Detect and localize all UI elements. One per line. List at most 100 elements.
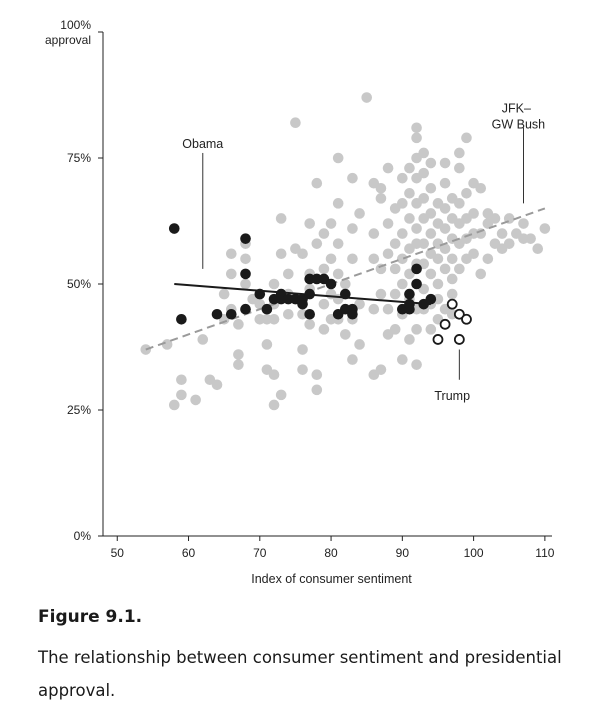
point-jfk-gw-bush: [140, 344, 152, 355]
point-jfk-gw-bush: [283, 308, 294, 320]
point-jfk-gw-bush: [439, 203, 451, 214]
point-trump: [432, 334, 444, 345]
point-jfk-gw-bush: [318, 228, 330, 239]
point-jfk-gw-bush: [290, 117, 301, 129]
x-tick-label: 50: [111, 546, 125, 560]
series-obama: [168, 223, 437, 325]
point-jfk-gw-bush: [382, 218, 394, 229]
x-tick-label: 100: [464, 546, 484, 560]
series-trump: [432, 298, 472, 345]
point-jfk-gw-bush: [368, 228, 380, 239]
point-jfk-gw-bush: [397, 172, 408, 184]
point-jfk-gw-bush: [489, 213, 501, 224]
annotation-label: Trump: [434, 389, 470, 403]
point-obama: [211, 308, 223, 320]
point-obama: [425, 293, 437, 305]
point-jfk-gw-bush: [461, 132, 472, 144]
point-jfk-gw-bush: [389, 288, 401, 300]
point-jfk-gw-bush: [354, 339, 365, 350]
point-jfk-gw-bush: [297, 344, 308, 355]
point-jfk-gw-bush: [454, 198, 465, 209]
point-jfk-gw-bush: [268, 278, 280, 290]
point-jfk-gw-bush: [325, 218, 337, 229]
point-obama: [240, 303, 251, 315]
point-trump: [461, 313, 472, 325]
point-jfk-gw-bush: [439, 157, 451, 169]
point-jfk-gw-bush: [354, 208, 365, 219]
point-jfk-gw-bush: [525, 233, 536, 244]
point-jfk-gw-bush: [382, 162, 394, 174]
point-jfk-gw-bush: [275, 213, 287, 224]
point-jfk-gw-bush: [454, 147, 465, 159]
point-jfk-gw-bush: [168, 399, 180, 411]
series-jfk-gw-bush: [140, 92, 551, 411]
point-jfk-gw-bush: [432, 278, 444, 290]
point-jfk-gw-bush: [439, 223, 451, 234]
point-jfk-gw-bush: [368, 253, 380, 265]
point-jfk-gw-bush: [404, 162, 415, 174]
point-jfk-gw-bush: [197, 334, 209, 345]
point-jfk-gw-bush: [318, 263, 330, 275]
point-jfk-gw-bush: [418, 238, 430, 249]
point-jfk-gw-bush: [332, 198, 344, 209]
point-jfk-gw-bush: [446, 288, 458, 300]
point-jfk-gw-bush: [446, 253, 458, 265]
point-jfk-gw-bush: [411, 359, 422, 370]
point-jfk-gw-bush: [211, 379, 223, 391]
point-jfk-gw-bush: [482, 253, 494, 265]
point-jfk-gw-bush: [411, 132, 422, 144]
point-obama: [325, 278, 337, 290]
annotation-label: Obama: [182, 137, 223, 151]
point-trump: [446, 298, 458, 310]
point-jfk-gw-bush: [411, 324, 422, 335]
point-jfk-gw-bush: [332, 238, 344, 249]
point-jfk-gw-bush: [347, 223, 358, 234]
point-jfk-gw-bush: [496, 228, 508, 239]
point-obama: [304, 308, 315, 320]
point-obama: [240, 268, 251, 280]
point-jfk-gw-bush: [454, 263, 465, 275]
point-jfk-gw-bush: [304, 319, 315, 330]
point-jfk-gw-bush: [240, 278, 251, 290]
point-jfk-gw-bush: [218, 288, 230, 300]
point-jfk-gw-bush: [332, 268, 344, 280]
point-jfk-gw-bush: [382, 248, 394, 260]
point-jfk-gw-bush: [468, 248, 479, 260]
point-jfk-gw-bush: [233, 359, 244, 370]
annotation-label: JFK–: [502, 102, 531, 116]
point-jfk-gw-bush: [411, 122, 422, 134]
point-jfk-gw-bush: [425, 268, 437, 280]
point-obama: [254, 288, 266, 300]
point-jfk-gw-bush: [468, 208, 479, 219]
point-jfk-gw-bush: [389, 238, 401, 249]
point-jfk-gw-bush: [318, 324, 330, 335]
point-obama: [411, 278, 422, 290]
point-jfk-gw-bush: [318, 298, 330, 310]
point-jfk-gw-bush: [332, 152, 344, 164]
point-jfk-gw-bush: [375, 182, 387, 194]
point-obama: [225, 308, 237, 320]
point-jfk-gw-bush: [539, 223, 551, 234]
point-jfk-gw-bush: [375, 364, 387, 375]
point-jfk-gw-bush: [532, 243, 544, 255]
point-jfk-gw-bush: [425, 208, 437, 219]
point-jfk-gw-bush: [475, 268, 487, 280]
point-jfk-gw-bush: [368, 303, 380, 315]
y-tick-label: 0%: [74, 529, 92, 543]
point-trump: [453, 334, 465, 345]
point-jfk-gw-bush: [404, 213, 415, 224]
point-obama: [404, 298, 415, 310]
point-jfk-gw-bush: [461, 187, 472, 199]
point-jfk-gw-bush: [425, 182, 437, 194]
point-jfk-gw-bush: [190, 394, 201, 406]
point-jfk-gw-bush: [518, 218, 529, 229]
point-obama: [168, 223, 180, 234]
point-jfk-gw-bush: [268, 399, 280, 411]
point-jfk-gw-bush: [397, 354, 408, 365]
point-obama: [240, 233, 251, 244]
point-jfk-gw-bush: [361, 92, 372, 103]
point-jfk-gw-bush: [418, 193, 430, 204]
point-jfk-gw-bush: [261, 339, 273, 350]
point-jfk-gw-bush: [297, 248, 308, 260]
point-jfk-gw-bush: [275, 248, 287, 260]
